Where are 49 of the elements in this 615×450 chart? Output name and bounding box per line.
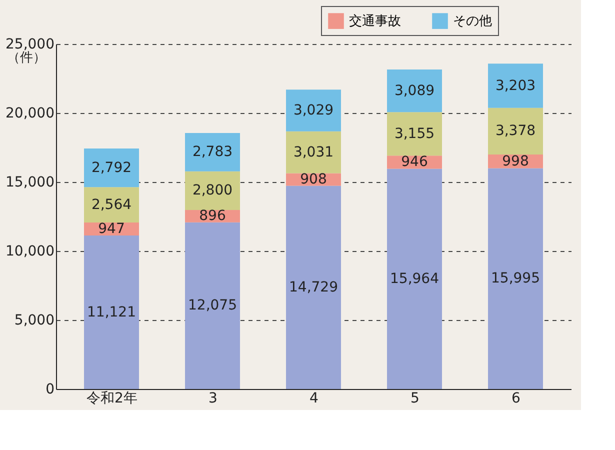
data-label: 2,783	[192, 144, 233, 160]
bar	[387, 69, 442, 112]
y-tick-label: 20,000	[6, 106, 54, 122]
data-label: 2,564	[91, 196, 132, 213]
data-label: 946	[401, 154, 428, 170]
bar	[185, 222, 240, 389]
data-label: 14,729	[289, 279, 338, 296]
y-tick-label: 25,000	[6, 36, 54, 52]
bar	[286, 186, 341, 389]
data-label: 998	[502, 153, 529, 170]
data-label: 12,075	[188, 298, 237, 314]
data-label: 3,029	[293, 102, 334, 118]
bar	[387, 112, 442, 156]
data-label: 3,378	[495, 123, 536, 140]
data-label: 11,121	[87, 304, 136, 320]
data-label: 3,203	[495, 78, 536, 94]
data-label: 2,800	[192, 182, 233, 199]
x-tick-label: 令和2年	[86, 390, 138, 406]
x-tick-label: 6	[512, 390, 521, 406]
bar	[84, 187, 139, 222]
data-label: 947	[98, 220, 125, 237]
x-tick-label: 3	[208, 390, 218, 406]
data-label: 908	[300, 171, 327, 188]
bar	[387, 168, 442, 389]
data-label: 896	[199, 208, 226, 224]
bar	[84, 148, 139, 188]
y-tick-label: 0	[46, 382, 54, 398]
y-tick-label: 10,000	[6, 244, 54, 260]
data-label: 3,031	[293, 144, 334, 160]
legend-label: その他	[453, 14, 492, 30]
data-label: 15,964	[390, 270, 440, 287]
bar	[185, 132, 240, 172]
data-label: 3,089	[394, 82, 435, 99]
x-tick-label: 4	[310, 390, 319, 406]
legend-label: 交通事故	[349, 13, 401, 30]
x-tick-label: 5	[410, 390, 420, 406]
y-tick-label: 15,000	[6, 174, 54, 190]
bar	[286, 131, 341, 174]
y-tick-label: 5,000	[14, 312, 54, 328]
y-axis-title: （件）	[7, 50, 46, 66]
bar	[286, 90, 341, 132]
bar	[488, 64, 543, 108]
bar	[185, 171, 240, 210]
data-label: 15,995	[491, 270, 540, 287]
bar	[488, 108, 543, 154]
bar	[488, 168, 543, 389]
bar	[84, 236, 139, 389]
data-label: 3,155	[394, 126, 435, 142]
data-label: 2,792	[91, 160, 132, 176]
